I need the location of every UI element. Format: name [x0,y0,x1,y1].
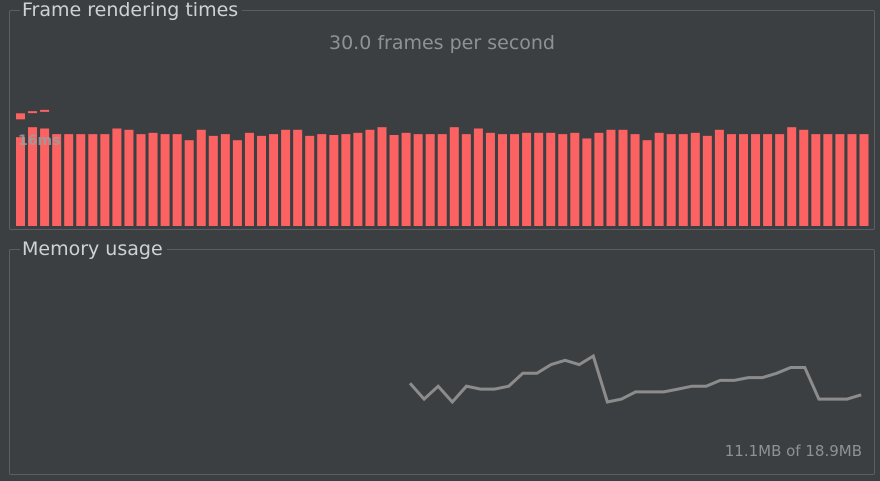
frame-bar [642,140,652,226]
memory-usage-line [408,353,862,405]
frame-bar [425,134,435,226]
frame-bar [317,134,327,226]
memory-usage-panel: Memory usage 11.1MB of 18.9MB [9,237,875,475]
frame-bar [40,128,50,226]
frame-bar [437,134,447,226]
frame-bar [76,134,86,226]
frame-bar [630,134,640,226]
frame-bar [52,134,62,226]
frame-bar [244,132,254,226]
memory-usage-line-chart [408,353,862,405]
frame-bar [606,129,616,226]
frame-bar [389,135,399,226]
frame-bar [461,134,471,226]
frame-bar [64,134,74,226]
frame-bar [751,134,761,226]
frame-bar [787,127,797,226]
frame-bar [160,134,170,226]
frame-bar [763,134,773,226]
frame-bar [498,134,507,226]
frame-bar [28,127,38,226]
frame-bar [365,129,375,226]
frame-bar [305,135,315,226]
frame-bar [702,135,712,226]
frame-bar [232,140,242,226]
frame-bar [835,134,845,226]
frame-bar [413,134,423,226]
frame-bar [293,129,303,226]
frame-rendering-panel: Frame rendering times 30.0 frames per se… [9,0,875,230]
frame-bar [281,129,291,226]
frame-bar [269,134,279,226]
frame-outlier-mark [40,109,50,112]
frame-bar [510,134,520,226]
frame-bar [799,129,809,226]
frame-bar [88,134,98,226]
frame-bar [594,132,604,226]
frame-bar [666,134,676,226]
frame-bar [582,138,592,226]
frame-bar [257,135,266,226]
memory-usage-title: Memory usage [20,237,167,261]
frame-bar [546,132,556,226]
frame-bar [714,129,724,226]
frame-bar [570,132,580,226]
frame-bar [726,134,736,226]
frame-bar [353,132,363,226]
frame-rendering-title: Frame rendering times [20,0,243,22]
frame-bar [654,132,664,226]
frame-bar [401,132,411,226]
frame-bar [208,135,218,226]
frame-bar [341,134,351,226]
frame-bar [739,134,748,226]
frame-bar [184,140,194,226]
frame-bar [775,134,785,226]
frame-bar [112,128,122,226]
frame-bar [100,134,110,226]
frame-bar [823,134,833,226]
frame-bar [329,135,339,226]
frame-bar [449,127,459,226]
frame-bar [859,134,869,226]
frame-bar [618,129,628,226]
frame-bar [148,132,158,226]
frame-bar [172,134,182,226]
threshold-label: 16ms [18,133,61,149]
frame-bar [473,128,483,226]
frame-bar [196,129,206,226]
frame-bar [534,132,544,226]
frame-bar [136,134,146,226]
frame-outlier-mark [16,113,25,120]
frame-bar [124,129,134,226]
frame-bar [16,137,25,226]
frame-bar [690,132,700,226]
frame-bar [485,132,495,226]
fps-readout: 30.0 frames per second [329,32,555,54]
frame-outlier-mark [28,111,38,114]
frame-bar [847,134,857,226]
frame-bar [377,127,387,226]
frame-bar [558,134,568,226]
memory-usage-readout: 11.1MB of 18.9MB [724,442,862,460]
frame-bar [811,134,821,226]
frame-times-bar-chart [16,109,869,226]
frame-bar [678,134,688,226]
frame-bar [522,132,532,226]
frame-bar [220,134,230,226]
